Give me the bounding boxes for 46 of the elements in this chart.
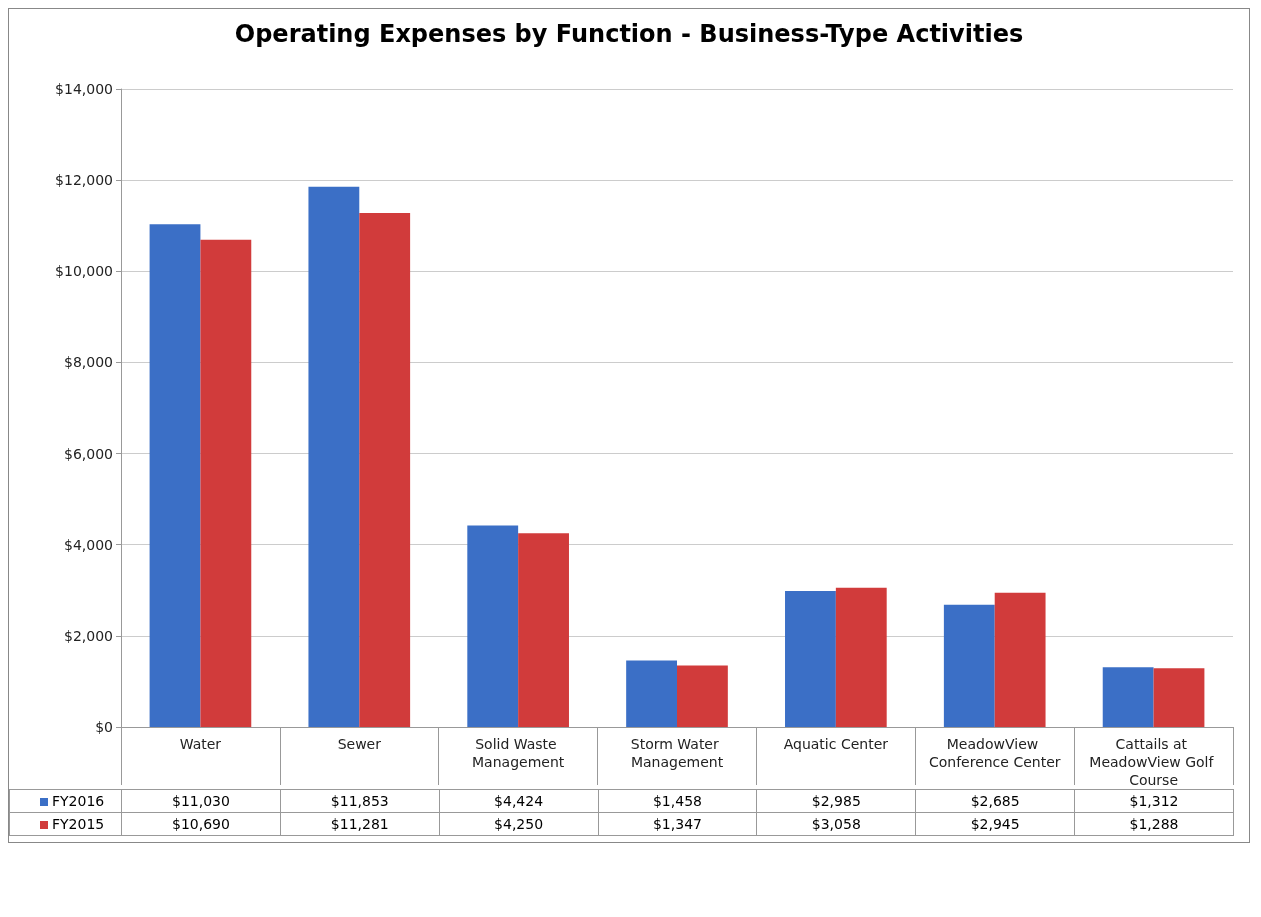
bar — [626, 660, 677, 727]
x-tick-label: Solid Waste Management — [472, 736, 565, 770]
bar — [785, 590, 836, 727]
bar — [835, 587, 887, 727]
data-label: $10,690 — [121, 812, 281, 836]
bar — [467, 525, 519, 727]
data-label: $4,250 — [439, 812, 599, 836]
data-label: $1,312 — [1074, 789, 1234, 813]
y-tick-label: $2,000 — [64, 627, 113, 644]
bar — [1153, 668, 1205, 727]
bar — [200, 239, 252, 727]
data-label: $1,288 — [1074, 812, 1234, 836]
y-tick-label: $14,000 — [55, 81, 113, 97]
x-tick-label: Cattails at MeadowView Golf Course — [1089, 736, 1218, 788]
x-tick-label: Water — [179, 736, 222, 752]
data-label: $11,853 — [280, 789, 440, 813]
y-tick-label: $8,000 — [64, 354, 113, 371]
y-tick-label: $4,000 — [64, 536, 113, 553]
bar — [359, 212, 411, 727]
bar — [994, 592, 1046, 727]
data-label: $2,685 — [915, 789, 1075, 813]
y-tick-label: $12,000 — [55, 172, 113, 189]
y-tick-label: $6,000 — [64, 445, 113, 462]
y-tick-label: $0 — [95, 719, 113, 735]
bar — [308, 186, 360, 727]
bar — [518, 533, 569, 727]
legend-label: FY2016 — [9, 789, 122, 813]
data-label: $11,030 — [121, 789, 281, 813]
bar — [1102, 667, 1154, 727]
bar — [677, 665, 728, 727]
data-label: $2,945 — [915, 812, 1075, 836]
y-tick-label: $10,000 — [55, 263, 113, 280]
chart-title: Operating Expenses by Function - Business-Type Activities — [234, 20, 1024, 48]
bar — [149, 224, 201, 727]
data-label: $1,458 — [598, 789, 757, 813]
data-label: $1,347 — [598, 812, 757, 836]
x-tick-label: Storm Water Management — [630, 736, 724, 770]
bar — [943, 604, 995, 727]
x-tick-label: Sewer — [337, 736, 382, 752]
data-label: $2,985 — [756, 789, 916, 813]
x-tick-label: Aquatic Center — [783, 736, 889, 752]
legend-label: FY2015 — [9, 812, 122, 836]
data-label: $3,058 — [756, 812, 916, 836]
data-label: $4,424 — [439, 789, 599, 813]
x-tick-label: MeadowView Conference Center — [928, 736, 1061, 770]
data-label: $11,281 — [280, 812, 440, 836]
